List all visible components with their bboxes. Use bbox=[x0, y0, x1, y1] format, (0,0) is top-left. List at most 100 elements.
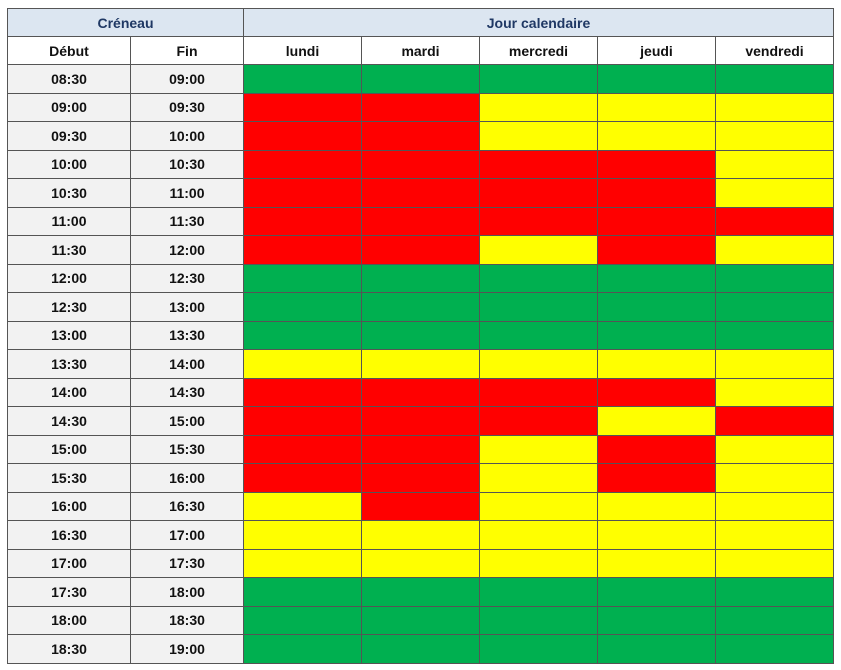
status-cell bbox=[361, 206, 480, 236]
status-cell bbox=[714, 320, 835, 350]
status-cell bbox=[243, 263, 362, 293]
status-cell bbox=[361, 577, 480, 607]
status-cell bbox=[714, 520, 835, 550]
end-time: 19:00 bbox=[130, 634, 244, 664]
status-cell bbox=[479, 64, 598, 94]
slot-row: 18:30 19:00 bbox=[7, 634, 835, 664]
status-cell bbox=[479, 520, 598, 550]
start-time: 18:00 bbox=[7, 605, 131, 635]
status-cell bbox=[361, 406, 480, 436]
status-cell bbox=[479, 463, 598, 493]
status-cell bbox=[597, 320, 716, 350]
status-cell bbox=[479, 92, 598, 122]
start-time: 15:30 bbox=[7, 463, 131, 493]
status-cell bbox=[243, 577, 362, 607]
end-time: 13:00 bbox=[130, 292, 244, 322]
status-cell bbox=[597, 149, 716, 179]
status-cell bbox=[361, 320, 480, 350]
slot-row: 09:00 09:30 bbox=[7, 92, 835, 122]
status-cell bbox=[714, 377, 835, 407]
status-cell bbox=[243, 548, 362, 578]
status-cell bbox=[243, 634, 362, 664]
start-time: 16:00 bbox=[7, 491, 131, 521]
status-cell bbox=[479, 206, 598, 236]
status-cell bbox=[479, 548, 598, 578]
slot-row: 13:00 13:30 bbox=[7, 320, 835, 350]
start-time: 13:00 bbox=[7, 320, 131, 350]
status-cell bbox=[361, 605, 480, 635]
status-cell bbox=[361, 634, 480, 664]
status-cell bbox=[479, 320, 598, 350]
start-time: 10:30 bbox=[7, 178, 131, 208]
column-header-row: Début Fin lundi mardi mercredi jeudi vendredi bbox=[7, 36, 835, 65]
end-time: 10:00 bbox=[130, 121, 244, 151]
end-time: 14:30 bbox=[130, 377, 244, 407]
end-time: 18:00 bbox=[130, 577, 244, 607]
start-time: 11:30 bbox=[7, 235, 131, 265]
end-time: 15:00 bbox=[130, 406, 244, 436]
start-time: 16:30 bbox=[7, 520, 131, 550]
status-cell bbox=[243, 491, 362, 521]
status-cell bbox=[243, 178, 362, 208]
status-cell bbox=[361, 64, 480, 94]
slot-row: 11:00 11:30 bbox=[7, 206, 835, 236]
status-cell bbox=[479, 491, 598, 521]
group-header: Créneau bbox=[7, 8, 244, 37]
status-cell bbox=[597, 263, 716, 293]
status-cell bbox=[243, 320, 362, 350]
status-cell bbox=[479, 235, 598, 265]
status-cell bbox=[597, 292, 716, 322]
start-time: 09:30 bbox=[7, 121, 131, 151]
status-cell bbox=[714, 463, 835, 493]
status-cell bbox=[714, 92, 835, 122]
start-time: 09:00 bbox=[7, 92, 131, 122]
slot-row: 09:30 10:00 bbox=[7, 121, 835, 151]
status-cell bbox=[361, 263, 480, 293]
status-cell bbox=[479, 377, 598, 407]
table-body: Créneau Jour calendaire Début Fin lundi mardi… bbox=[7, 8, 835, 664]
status-cell bbox=[243, 434, 362, 464]
end-time: 18:30 bbox=[130, 605, 244, 635]
start-time: 12:30 bbox=[7, 292, 131, 322]
status-cell bbox=[361, 292, 480, 322]
status-cell bbox=[714, 292, 835, 322]
status-cell bbox=[361, 349, 480, 379]
group-header-row: Créneau Jour calendaire bbox=[7, 8, 835, 37]
status-cell bbox=[597, 463, 716, 493]
slot-row: 12:30 13:00 bbox=[7, 292, 835, 322]
slot-row: 12:00 12:30 bbox=[7, 263, 835, 293]
status-cell bbox=[479, 178, 598, 208]
status-cell bbox=[479, 406, 598, 436]
end-time: 11:30 bbox=[130, 206, 244, 236]
start-time: 14:30 bbox=[7, 406, 131, 436]
status-cell bbox=[243, 406, 362, 436]
status-cell bbox=[243, 463, 362, 493]
start-time: 17:00 bbox=[7, 548, 131, 578]
status-cell bbox=[243, 377, 362, 407]
status-cell bbox=[361, 434, 480, 464]
slot-row: 18:00 18:30 bbox=[7, 605, 835, 635]
status-cell bbox=[243, 292, 362, 322]
end-time: 14:00 bbox=[130, 349, 244, 379]
end-time: 11:00 bbox=[130, 178, 244, 208]
status-cell bbox=[479, 634, 598, 664]
status-cell bbox=[597, 92, 716, 122]
slot-row: 17:00 17:30 bbox=[7, 548, 835, 578]
status-cell bbox=[714, 349, 835, 379]
status-cell bbox=[243, 605, 362, 635]
column-header: lundi bbox=[243, 36, 362, 65]
slot-row: 10:00 10:30 bbox=[7, 149, 835, 179]
slot-row: 08:30 09:00 bbox=[7, 64, 835, 94]
slot-row: 11:30 12:00 bbox=[7, 235, 835, 265]
start-time: 08:30 bbox=[7, 64, 131, 94]
status-cell bbox=[714, 178, 835, 208]
status-cell bbox=[597, 634, 716, 664]
column-header: mardi bbox=[361, 36, 480, 65]
status-cell bbox=[243, 206, 362, 236]
group-header: Jour calendaire bbox=[242, 8, 835, 37]
status-cell bbox=[361, 92, 480, 122]
status-cell bbox=[361, 235, 480, 265]
end-time: 12:30 bbox=[130, 263, 244, 293]
status-cell bbox=[243, 64, 362, 94]
